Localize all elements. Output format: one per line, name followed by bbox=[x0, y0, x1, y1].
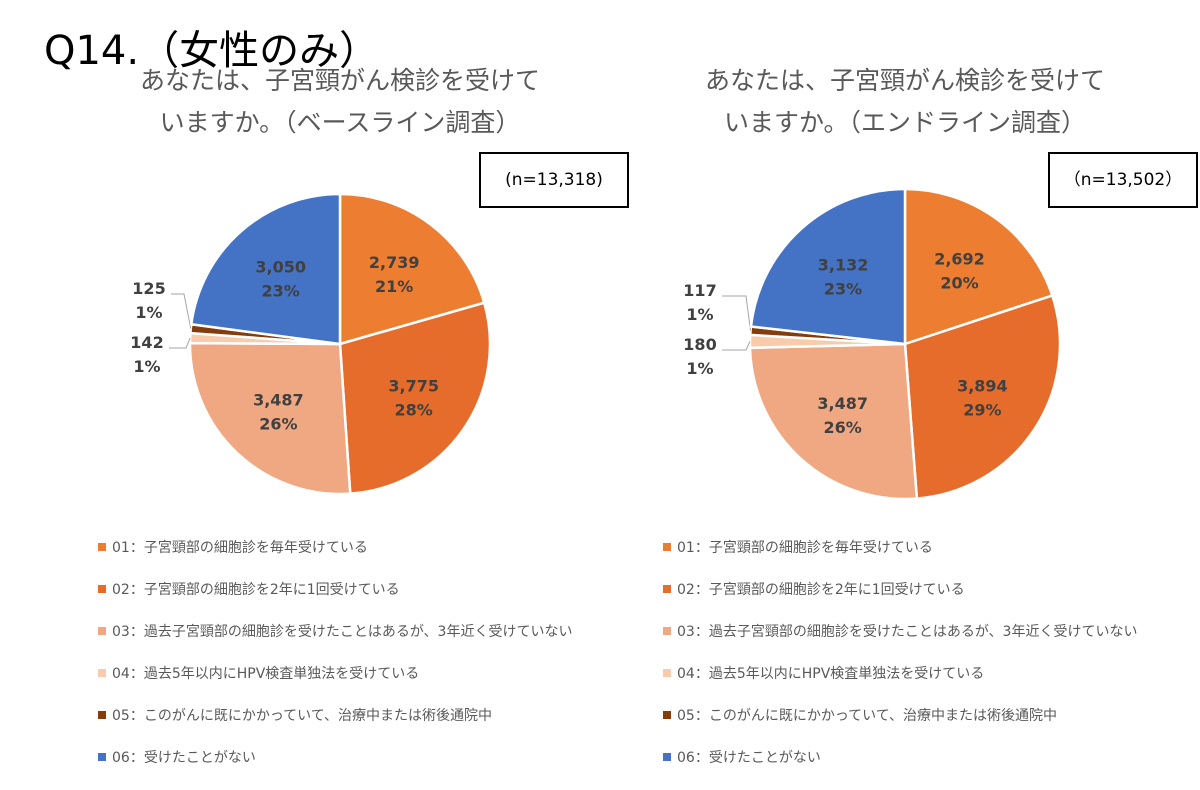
pie-slice-02 bbox=[338, 301, 492, 495]
legend-item: 03：過去子宮頸部の細胞診を受けたことはあるが、3年近く受けていない bbox=[98, 610, 572, 652]
legend-label: 04：過去5年以内にHPV検査単独法を受けている bbox=[677, 666, 985, 682]
leader-line bbox=[722, 295, 752, 331]
main-title: Q14.（女性のみ） bbox=[44, 28, 380, 74]
pie-slice-03 bbox=[188, 341, 352, 496]
pie-slice-06 bbox=[189, 192, 342, 346]
legend-item: 02：子宮頸部の細胞診を2年に1回受けている bbox=[98, 568, 572, 610]
legend-item: 05：このがんに既にかかっていて、治療中または術後通院中 bbox=[98, 694, 572, 736]
data-label-percent: 28% bbox=[395, 401, 433, 420]
data-label-value: 125 bbox=[132, 279, 165, 298]
legend-label: 04：過去5年以内にHPV検査単独法を受けている bbox=[112, 666, 420, 682]
legend-swatch bbox=[663, 627, 671, 635]
legend-item: 06：受けたことがない bbox=[663, 736, 1137, 778]
legend-swatch bbox=[663, 711, 671, 719]
legend-swatch bbox=[98, 669, 106, 677]
pie-slice-03 bbox=[748, 342, 919, 501]
leader-line bbox=[171, 293, 192, 329]
legend-item: 04：過去5年以内にHPV検査単独法を受けている bbox=[663, 652, 1137, 694]
title-line: いますか。（エンドライン調査） bbox=[723, 108, 1086, 137]
legend-item: 01：子宮頸部の細胞診を毎年受けている bbox=[663, 526, 1137, 568]
legend-endline: 01：子宮頸部の細胞診を毎年受けている 02：子宮頸部の細胞診を2年に1回受けてい… bbox=[663, 526, 1137, 778]
data-label-value: 2,739 bbox=[369, 253, 420, 272]
pie-slice-01 bbox=[903, 187, 1054, 346]
data-label-percent: 26% bbox=[259, 415, 297, 434]
data-label-percent: 23% bbox=[262, 281, 300, 300]
legend-label: 06：受けたことがない bbox=[677, 750, 821, 766]
legend-item: 05：このがんに既にかかっていて、治療中または術後通院中 bbox=[663, 694, 1137, 736]
legend-label: 02：子宮頸部の細胞診を2年に1回受けている bbox=[677, 582, 965, 598]
legend-swatch bbox=[98, 753, 106, 761]
title-line: あなたは、子宮頸がん検診を受けて bbox=[704, 66, 1105, 95]
title-line: あなたは、子宮頸がん検診を受けて bbox=[139, 66, 540, 95]
pie-slice-06 bbox=[749, 187, 907, 346]
title-line: いますか。（ベースライン調査） bbox=[159, 108, 521, 137]
legend-item: 06：受けたことがない bbox=[98, 736, 572, 778]
data-label-value: 142 bbox=[130, 333, 163, 352]
data-label-value: 117 bbox=[683, 281, 716, 300]
legend-swatch bbox=[98, 711, 106, 719]
data-label-value: 3,894 bbox=[957, 377, 1008, 396]
data-label-percent: 1% bbox=[133, 357, 160, 376]
pie-slice-02 bbox=[903, 293, 1062, 500]
pie-slice-01 bbox=[338, 192, 486, 346]
leader-line bbox=[722, 341, 751, 351]
legend-label: 05：このがんに既にかかっていて、治療中または術後通院中 bbox=[112, 708, 492, 724]
data-label-percent: 20% bbox=[940, 274, 978, 293]
legend-label: 06：受けたことがない bbox=[112, 750, 256, 766]
legend-label: 01：子宮頸部の細胞診を毎年受けている bbox=[112, 540, 368, 556]
chart-title-endline: あなたは、子宮頸がん検診を受けて いますか。（エンドライン調査） bbox=[655, 60, 1155, 144]
n-label-baseline: (n=13,318) bbox=[479, 152, 629, 208]
legend-label: 03：過去子宮頸部の細胞診を受けたことはあるが、3年近く受けていない bbox=[112, 624, 573, 640]
data-label-percent: 1% bbox=[686, 305, 713, 324]
data-label-percent: 26% bbox=[824, 418, 862, 437]
data-label-percent: 29% bbox=[963, 401, 1001, 420]
data-label-value: 2,692 bbox=[934, 250, 985, 269]
data-label-value: 3,487 bbox=[253, 391, 304, 410]
data-label-value: 3,487 bbox=[817, 394, 868, 413]
legend-label: 01：子宮頸部の細胞診を毎年受けている bbox=[677, 540, 933, 556]
data-label-value: 3,050 bbox=[255, 257, 306, 276]
data-label-value: 180 bbox=[683, 335, 716, 354]
n-label-endline: （n=13,502） bbox=[1048, 152, 1198, 208]
legend-item: 03：過去子宮頸部の細胞診を受けたことはあるが、3年近く受けていない bbox=[663, 610, 1137, 652]
legend-label: 05：このがんに既にかかっていて、治療中または術後通院中 bbox=[677, 708, 1057, 724]
legend-swatch bbox=[663, 543, 671, 551]
legend-swatch bbox=[98, 627, 106, 635]
legend-baseline: 01：子宮頸部の細胞診を毎年受けている 02：子宮頸部の細胞診を2年に1回受けてい… bbox=[98, 526, 572, 778]
legend-swatch bbox=[98, 543, 106, 551]
legend-swatch bbox=[663, 753, 671, 761]
legend-item: 02：子宮頸部の細胞診を2年に1回受けている bbox=[663, 568, 1137, 610]
data-label-value: 3,775 bbox=[388, 377, 439, 396]
data-label-value: 3,132 bbox=[818, 256, 869, 275]
leader-line bbox=[169, 337, 191, 349]
legend-item: 04：過去5年以内にHPV検査単独法を受けている bbox=[98, 652, 572, 694]
legend-label: 03：過去子宮頸部の細胞診を受けたことはあるが、3年近く受けていない bbox=[677, 624, 1138, 640]
data-label-percent: 21% bbox=[375, 277, 413, 296]
legend-swatch bbox=[663, 669, 671, 677]
data-label-percent: 1% bbox=[686, 359, 713, 378]
legend-label: 02：子宮頸部の細胞診を2年に1回受けている bbox=[112, 582, 400, 598]
data-label-percent: 1% bbox=[135, 303, 162, 322]
legend-swatch bbox=[98, 585, 106, 593]
chart-title-baseline: あなたは、子宮頸がん検診を受けて いますか。（ベースライン調査） bbox=[90, 60, 590, 144]
legend-item: 01：子宮頸部の細胞診を毎年受けている bbox=[98, 526, 572, 568]
data-label-percent: 23% bbox=[824, 280, 862, 299]
legend-swatch bbox=[663, 585, 671, 593]
